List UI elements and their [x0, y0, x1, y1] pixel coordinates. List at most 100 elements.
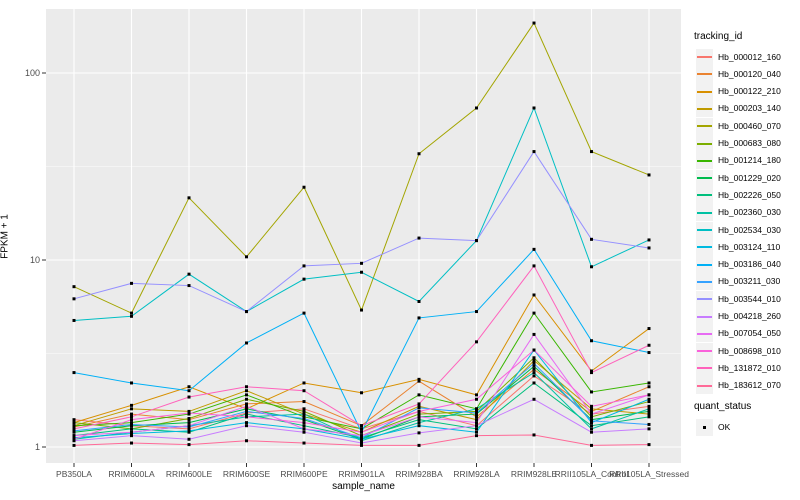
data-point [130, 314, 133, 318]
data-point [647, 415, 651, 419]
legend-item-label: Hb_002360_030 [718, 207, 781, 218]
data-point [302, 381, 306, 385]
data-point [417, 377, 421, 381]
data-point [245, 310, 248, 314]
data-point [187, 429, 191, 433]
legend-item-label: OK [718, 421, 731, 432]
data-point [130, 422, 133, 426]
data-point [302, 264, 306, 268]
legend-item-label: Hb_131872_010 [718, 362, 781, 373]
data-point [360, 391, 363, 395]
data-point [647, 385, 651, 389]
data-point [590, 419, 593, 423]
data-point [590, 421, 593, 425]
data-point [360, 436, 363, 440]
data-point [130, 421, 133, 425]
x-tick-label: RRIM928BA [395, 469, 443, 479]
data-point [302, 427, 306, 431]
data-point [590, 430, 593, 434]
data-point [245, 389, 248, 393]
data-point [187, 427, 191, 431]
data-point [302, 400, 306, 404]
data-point [72, 429, 76, 433]
data-point [187, 409, 191, 413]
data-point [360, 441, 363, 445]
data-point [360, 424, 363, 428]
data-point [647, 400, 651, 404]
x-tick-label: RRIM928LE [510, 469, 558, 479]
data-point [417, 393, 421, 397]
data-point [590, 427, 593, 431]
legend-swatch-line [697, 367, 712, 370]
data-point [417, 424, 421, 428]
data-point [417, 415, 421, 419]
legend-key [696, 83, 713, 101]
data-point [417, 316, 421, 320]
data-point [532, 364, 536, 368]
data-point [245, 404, 248, 408]
data-point [532, 359, 536, 363]
data-point [590, 404, 593, 408]
data-point [647, 404, 651, 408]
data-point [590, 390, 593, 394]
data-point [590, 409, 593, 413]
legend-swatch-line [697, 194, 712, 197]
legend-item-label: Hb_003211_030 [718, 276, 781, 287]
data-point [302, 421, 306, 425]
plot-panel [46, 9, 681, 463]
data-point [302, 389, 306, 393]
data-point [590, 339, 593, 343]
data-point [245, 439, 248, 443]
legend-title-quant-status: quant_status [694, 401, 752, 412]
legend-item-label: Hb_007054_050 [718, 328, 781, 339]
data-point [245, 341, 248, 345]
x-tick-label: PB350LA [56, 469, 92, 479]
legend-swatch-line [697, 315, 712, 318]
data-point [417, 402, 421, 406]
data-point [187, 272, 191, 276]
legend-swatch-line [697, 125, 712, 128]
legend-swatch-line [697, 107, 712, 110]
legend-key [696, 204, 713, 222]
data-point [245, 385, 248, 389]
data-point [417, 412, 421, 416]
legend-swatch-line [697, 211, 712, 214]
data-point [72, 424, 76, 428]
data-point [417, 431, 421, 435]
data-point [475, 310, 478, 314]
data-point [72, 297, 76, 301]
legend-key [696, 135, 713, 152]
data-point [130, 311, 133, 315]
data-point [532, 332, 536, 336]
legend-key [696, 256, 713, 274]
data-point [360, 261, 363, 265]
data-point [72, 418, 76, 422]
legend-item-label: Hb_003124_110 [718, 241, 781, 252]
data-point [187, 389, 191, 393]
x-tick-label: RRIM600PE [280, 469, 328, 479]
data-point [590, 407, 593, 411]
legend-item-label: Hb_002226_050 [718, 189, 781, 200]
y-tick-label: 10 [29, 255, 40, 265]
legend-key [696, 65, 713, 83]
data-point [590, 424, 593, 428]
data-point [130, 415, 133, 419]
data-point [245, 397, 248, 401]
legend-item-label: Hb_004218_260 [718, 311, 781, 321]
legend-swatch-line [697, 73, 712, 76]
data-point [302, 409, 306, 413]
legend-key [696, 221, 713, 239]
data-point [590, 150, 593, 154]
data-point [417, 409, 421, 413]
legend-swatch-line [697, 263, 712, 266]
data-point [245, 409, 248, 413]
data-point [187, 385, 191, 389]
y-tick-label: 1 [34, 442, 40, 452]
data-point [245, 255, 248, 259]
x-tick-label: RRIM901LA [338, 469, 385, 479]
data-point [187, 443, 191, 447]
data-point [130, 418, 133, 422]
data-point [647, 238, 651, 242]
data-point [130, 427, 133, 431]
